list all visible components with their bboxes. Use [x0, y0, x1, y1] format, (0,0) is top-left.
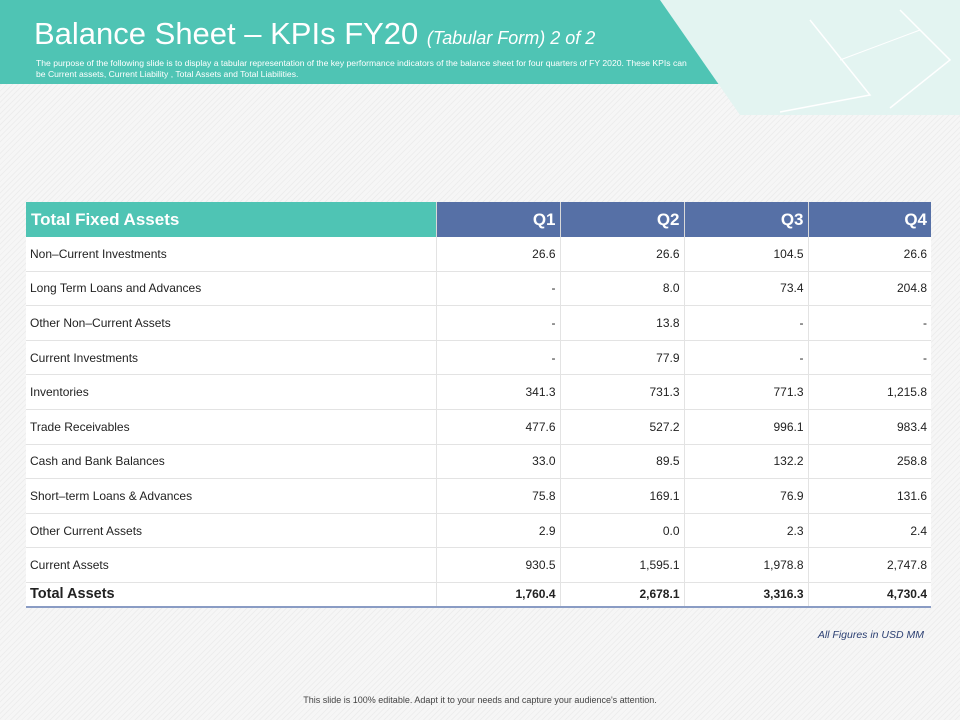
cell-q1: 75.8	[435, 478, 560, 514]
total-q2: 2,678.1	[559, 582, 684, 608]
cell-q3: 132.2	[683, 444, 808, 480]
cell-q1: 26.6	[435, 237, 560, 272]
header-q4: Q4	[807, 202, 931, 237]
total-q3: 3,316.3	[683, 582, 808, 608]
cell-q4: -	[807, 305, 931, 341]
kpi-table: Total Fixed Assets Q1 Q2 Q3 Q4 Non–Curre…	[26, 202, 931, 608]
cell-q3: 1,978.8	[683, 547, 808, 583]
total-label: Total Assets	[26, 582, 436, 608]
header-total-fixed-assets: Total Fixed Assets	[26, 202, 436, 237]
cell-q1: -	[435, 305, 560, 341]
cell-q1: 341.3	[435, 374, 560, 410]
cell-q1: -	[435, 340, 560, 376]
cell-q2: 89.5	[559, 444, 684, 480]
cell-q3: 73.4	[683, 271, 808, 307]
cell-q3: 104.5	[683, 237, 808, 272]
table-row: Cash and Bank Balances 33.0 89.5 132.2 2…	[26, 444, 931, 480]
table-row: Long Term Loans and Advances - 8.0 73.4 …	[26, 271, 931, 307]
row-label: Inventories	[26, 374, 436, 410]
cell-q2: 0.0	[559, 513, 684, 549]
header-banner	[0, 0, 730, 84]
cell-q2: 731.3	[559, 374, 684, 410]
row-label: Other Non–Current Assets	[26, 305, 436, 341]
cell-q4: 131.6	[807, 478, 931, 514]
cell-q3: -	[683, 305, 808, 341]
footer-text: This slide is 100% editable. Adapt it to…	[303, 695, 657, 705]
row-label: Current Assets	[26, 547, 436, 583]
cell-q1: 477.6	[435, 409, 560, 445]
cell-q2: 1,595.1	[559, 547, 684, 583]
page-description: The purpose of the following slide is to…	[36, 58, 687, 79]
row-label: Non–Current Investments	[26, 237, 436, 272]
cell-q2: 77.9	[559, 340, 684, 376]
row-label: Cash and Bank Balances	[26, 444, 436, 480]
cell-q2: 169.1	[559, 478, 684, 514]
cell-q3: 76.9	[683, 478, 808, 514]
cell-q1: 2.9	[435, 513, 560, 549]
cell-q4: 983.4	[807, 409, 931, 445]
table-row: Other Current Assets 2.9 0.0 2.3 2.4	[26, 513, 931, 549]
row-label: Other Current Assets	[26, 513, 436, 549]
table-row: Non–Current Investments 26.6 26.6 104.5 …	[26, 237, 931, 272]
table-row: Trade Receivables 477.6 527.2 996.1 983.…	[26, 409, 931, 445]
table-row: Current Assets 930.5 1,595.1 1,978.8 2,7…	[26, 547, 931, 583]
cell-q2: 13.8	[559, 305, 684, 341]
row-label: Trade Receivables	[26, 409, 436, 445]
cell-q4: 1,215.8	[807, 374, 931, 410]
page-title-subtext: (Tabular Form) 2 of 2	[426, 28, 596, 48]
decorative-triangles	[660, 0, 960, 115]
cell-q4: 2.4	[807, 513, 931, 549]
page-title: Balance Sheet – KPIs FY20 (Tabular Form)…	[34, 16, 596, 51]
cell-q3: 771.3	[683, 374, 808, 410]
table-row: Current Investments - 77.9 - -	[26, 340, 931, 376]
cell-q1: 33.0	[435, 444, 560, 480]
cell-q3: 2.3	[683, 513, 808, 549]
row-label: Current Investments	[26, 340, 436, 376]
table-header-row: Total Fixed Assets Q1 Q2 Q3 Q4	[26, 202, 931, 237]
cell-q4: 2,747.8	[807, 547, 931, 583]
cell-q4: 258.8	[807, 444, 931, 480]
cell-q2: 8.0	[559, 271, 684, 307]
kpi-table-container: Total Fixed Assets Q1 Q2 Q3 Q4 Non–Curre…	[26, 202, 931, 608]
header-q3: Q3	[683, 202, 808, 237]
cell-q2: 26.6	[559, 237, 684, 272]
cell-q4: 204.8	[807, 271, 931, 307]
cell-q1: 930.5	[435, 547, 560, 583]
cell-q3: -	[683, 340, 808, 376]
cell-q2: 527.2	[559, 409, 684, 445]
table-row: Other Non–Current Assets - 13.8 - -	[26, 305, 931, 341]
cell-q1: -	[435, 271, 560, 307]
cell-q4: 26.6	[807, 237, 931, 272]
total-q4: 4,730.4	[807, 582, 931, 608]
table-row: Inventories 341.3 731.3 771.3 1,215.8	[26, 374, 931, 410]
cell-q4: -	[807, 340, 931, 376]
header-q2: Q2	[559, 202, 684, 237]
header-q1: Q1	[435, 202, 560, 237]
figures-note: All Figures in USD MM	[817, 629, 924, 641]
cell-q3: 996.1	[683, 409, 808, 445]
total-row: Total Assets 1,760.4 2,678.1 3,316.3 4,7…	[26, 582, 931, 608]
total-q1: 1,760.4	[435, 582, 560, 608]
row-label: Short–term Loans & Advances	[26, 478, 436, 514]
row-label: Long Term Loans and Advances	[26, 271, 436, 307]
table-row: Short–term Loans & Advances 75.8 169.1 7…	[26, 478, 931, 514]
